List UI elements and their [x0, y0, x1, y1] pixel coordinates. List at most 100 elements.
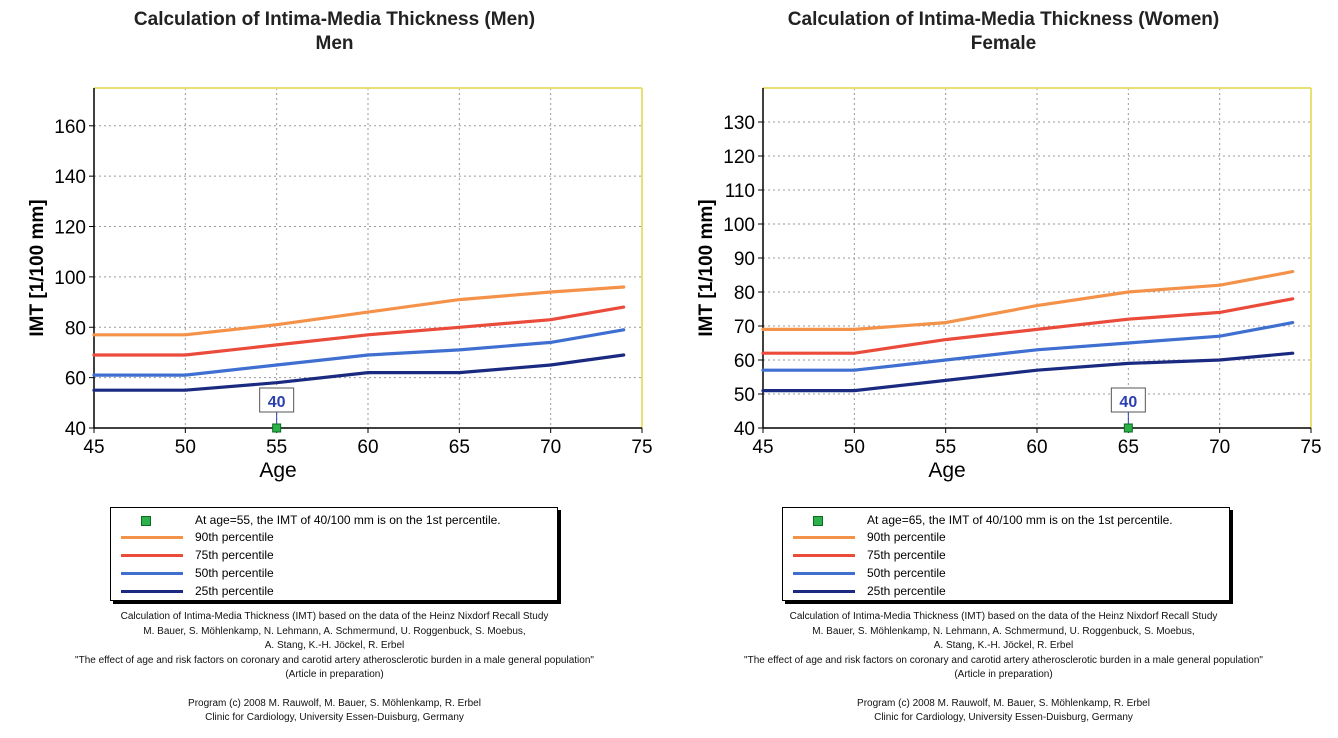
credit-spacer [0, 683, 669, 697]
legend-marker-text: At age=55, the IMT of 40/100 mm is on th… [195, 513, 501, 527]
p50-line-swatch-icon [121, 572, 183, 575]
men-chart-svg: 45 50 55 60 65 70 75 40 60 80 100 120 140 160 Age IMT [… [27, 87, 653, 482]
p50-line [761, 321, 1295, 372]
credit-spacer [669, 683, 1338, 697]
y-tick-label: 70 [734, 317, 755, 338]
marker-swatch-icon [813, 516, 823, 526]
p75-line [92, 305, 626, 357]
y-tick-label: 40 [65, 419, 86, 440]
chart-subtitle: Men [315, 33, 354, 54]
legend-item-p90: 90th percentile [783, 529, 1229, 547]
x-tick-label: 75 [631, 437, 652, 458]
x-tick-label: 55 [266, 437, 287, 458]
chart-subtitle: Female [970, 33, 1037, 54]
x-tick-label: 60 [357, 437, 378, 458]
credit-line: Calculation of Intima-Media Thickness (I… [120, 611, 549, 622]
p90-line [761, 270, 1295, 331]
x-tick-label: 70 [1209, 437, 1230, 458]
marker-swatch-icon [141, 516, 151, 526]
y-tick-label: 50 [734, 385, 755, 406]
callout-box [1110, 387, 1146, 413]
callout-label: 40 [268, 394, 286, 411]
y-tick-label: 40 [734, 419, 755, 440]
callout-box [259, 387, 295, 413]
x-tick-label: 65 [1118, 437, 1139, 458]
p50-line [92, 328, 626, 377]
credit-line: Clinic for Cardiology, University Essen-… [205, 712, 464, 723]
p25-line [92, 353, 626, 392]
credit-line: "The effect of age and risk factors on c… [75, 654, 594, 666]
chart-panel-men: Calculation of Intima-Media Thickness (M… [0, 8, 669, 726]
women-chart-svg: 45 50 55 60 65 70 75 40 50 60 70 80 90 100 110 120 130 Ag… [696, 87, 1322, 482]
y-tick-label: 120 [723, 147, 755, 168]
chart-title-text: Calculation of Intima-Media Thickness (W… [787, 9, 1220, 30]
x-axis-title: Age [928, 459, 965, 482]
y-tick-label: 60 [734, 351, 755, 372]
x-tick-label: 55 [935, 437, 956, 458]
x-tick-label: 70 [540, 437, 561, 458]
credit-line: (Article in preparation) [285, 669, 384, 680]
legend-label: 25th percentile [867, 584, 946, 598]
p90-line [92, 285, 626, 337]
y-tick-label: 140 [54, 167, 86, 188]
credit-line: (Article in preparation) [954, 669, 1053, 680]
chart-legend: At age=55, the IMT of 40/100 mm is on th… [110, 507, 558, 601]
credit-line: Program (c) 2008 M. Rauwolf, M. Bauer, S… [188, 697, 481, 709]
y-axis-title: IMT [1/100 mm] [696, 199, 717, 336]
credit-line: Program (c) 2008 M. Rauwolf, M. Bauer, S… [857, 697, 1150, 709]
legend-marker-row: At age=55, the IMT of 40/100 mm is on th… [111, 512, 557, 530]
p90-line-swatch-icon [793, 536, 855, 539]
x-tick-label: 50 [844, 437, 865, 458]
x-axis-title: Age [259, 459, 296, 482]
legend-label: 90th percentile [867, 530, 946, 544]
y-tick-label: 100 [723, 215, 755, 236]
y-tick-label: 130 [723, 113, 755, 134]
y-tick-label: 90 [734, 249, 755, 270]
legend-item-p50: 50th percentile [111, 565, 557, 583]
p25-line-swatch-icon [793, 590, 855, 593]
chart-legend: At age=65, the IMT of 40/100 mm is on th… [782, 507, 1230, 601]
p25-line [761, 351, 1295, 393]
y-tick-label: 110 [725, 181, 755, 202]
legend-item-p50: 50th percentile [783, 565, 1229, 583]
chart-credits: Calculation of Intima-Media Thickness (I… [0, 610, 669, 726]
legend-label: 75th percentile [195, 548, 274, 562]
chart-credits: Calculation of Intima-Media Thickness (I… [669, 610, 1338, 726]
legend-item-p25: 25th percentile [111, 583, 557, 601]
chart-title: Calculation of Intima-Media Thickness (M… [0, 8, 669, 56]
x-tick-label: 75 [1300, 437, 1321, 458]
p75-line [761, 297, 1295, 355]
legend-item-p25: 25th percentile [783, 583, 1229, 601]
x-tick-label: 60 [1026, 437, 1047, 458]
legend-label: 25th percentile [195, 584, 274, 598]
legend-label: 50th percentile [867, 566, 946, 580]
y-tick-label: 120 [54, 218, 86, 239]
callout-label: 40 [1119, 394, 1137, 411]
data-marker-point [1123, 423, 1133, 433]
credit-line: M. Bauer, S. Möhlenkamp, N. Lehmann, A. … [812, 625, 1195, 637]
p75-line-swatch-icon [121, 554, 183, 557]
credit-line: Clinic for Cardiology, University Essen-… [874, 712, 1133, 723]
p50-line-swatch-icon [793, 572, 855, 575]
x-tick-label: 50 [175, 437, 196, 458]
y-tick-label: 60 [65, 369, 86, 390]
y-tick-label: 80 [734, 283, 755, 304]
x-tick-label: 65 [449, 437, 470, 458]
legend-item-p75: 75th percentile [111, 547, 557, 565]
credit-line: Calculation of Intima-Media Thickness (I… [789, 611, 1218, 622]
credit-line: "The effect of age and risk factors on c… [744, 654, 1263, 666]
p75-line-swatch-icon [793, 554, 855, 557]
x-tick-label: 45 [752, 437, 773, 458]
credit-line: A. Stang, K.-H. Jöckel, R. Erbel [933, 640, 1074, 651]
p25-line-swatch-icon [121, 590, 183, 593]
legend-item-p90: 90th percentile [111, 529, 557, 547]
x-tick-label: 45 [83, 437, 104, 458]
legend-label: 90th percentile [195, 530, 274, 544]
legend-marker-text: At age=65, the IMT of 40/100 mm is on th… [867, 513, 1173, 527]
p90-line-swatch-icon [121, 536, 183, 539]
legend-label: 75th percentile [867, 548, 946, 562]
credit-line: M. Bauer, S. Möhlenkamp, N. Lehmann, A. … [143, 625, 526, 637]
data-marker-point [272, 423, 282, 433]
legend-item-p75: 75th percentile [783, 547, 1229, 565]
chart-title-text: Calculation of Intima-Media Thickness (M… [133, 9, 536, 30]
